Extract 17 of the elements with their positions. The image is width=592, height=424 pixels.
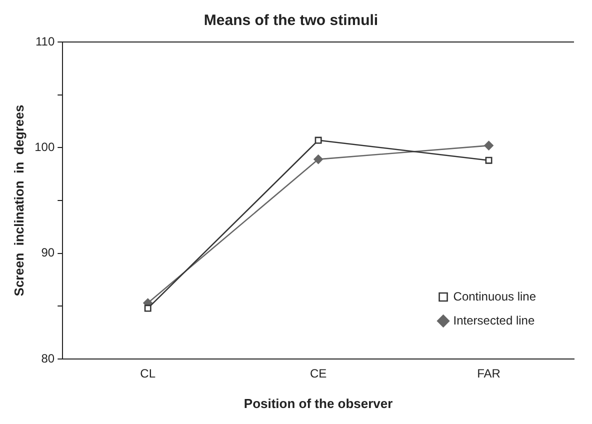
y-tick-label: 80 [41, 351, 55, 366]
x-tick-label: FAR [477, 366, 501, 381]
y-tick-label: 90 [41, 246, 55, 260]
x-tick-label: CE [310, 366, 327, 381]
y-tick-label: 110 [35, 34, 55, 48]
chart-title: Means of the two stimuli [204, 12, 378, 30]
x-axis-title: Position of the observer [244, 396, 393, 411]
point [144, 304, 152, 312]
y-tick-label: 100 [34, 140, 55, 154]
legend-label: Intersected line [453, 313, 535, 328]
point [484, 140, 494, 150]
point [314, 136, 322, 144]
point [314, 154, 323, 164]
y-axis-title: Screen inclination in degrees [11, 104, 26, 296]
legend-label: Continuous line [453, 289, 536, 304]
point [485, 156, 492, 164]
x-tick-label: CL [140, 366, 156, 381]
